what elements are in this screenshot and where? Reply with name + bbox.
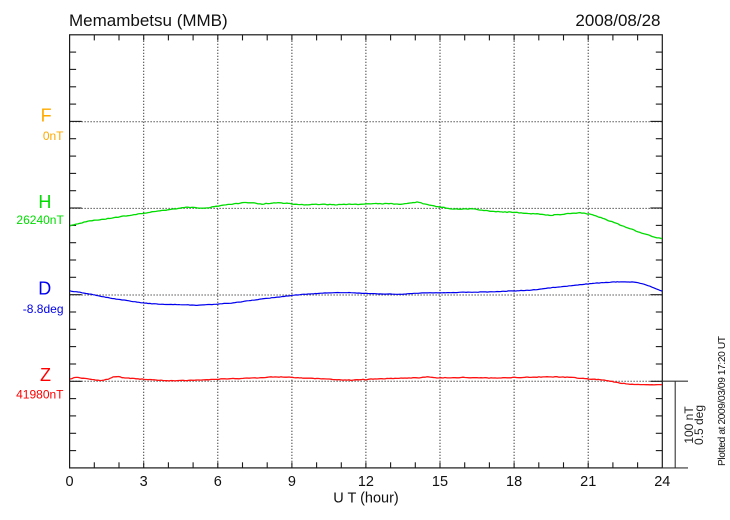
svg-text:9: 9 (288, 474, 296, 490)
svg-text:Z: Z (40, 365, 51, 385)
svg-text:3: 3 (140, 474, 148, 490)
svg-text:21: 21 (580, 474, 596, 490)
svg-text:26240nT: 26240nT (16, 213, 64, 227)
svg-text:Plotted at 2009/03/09 17:20 UT: Plotted at 2009/03/09 17:20 UT (717, 336, 728, 466)
svg-text:0.5 deg: 0.5 deg (692, 405, 706, 445)
svg-text:U T (hour): U T (hour) (333, 490, 399, 506)
svg-text:H: H (38, 192, 51, 212)
svg-text:41980nT: 41980nT (16, 388, 64, 402)
svg-text:0: 0 (66, 474, 74, 490)
svg-text:D: D (38, 279, 51, 299)
svg-text:15: 15 (432, 474, 448, 490)
svg-text:100 nT: 100 nT (682, 406, 696, 444)
svg-text:6: 6 (214, 474, 222, 490)
svg-text:24: 24 (654, 474, 670, 490)
svg-text:12: 12 (358, 474, 374, 490)
svg-text:F: F (41, 105, 52, 125)
svg-text:0nT: 0nT (43, 129, 64, 143)
svg-text:-8.8deg: -8.8deg (23, 302, 64, 316)
svg-text:18: 18 (506, 474, 522, 490)
svg-text:2008/08/28: 2008/08/28 (575, 11, 660, 30)
svg-text:Memambetsu (MMB): Memambetsu (MMB) (69, 11, 228, 30)
